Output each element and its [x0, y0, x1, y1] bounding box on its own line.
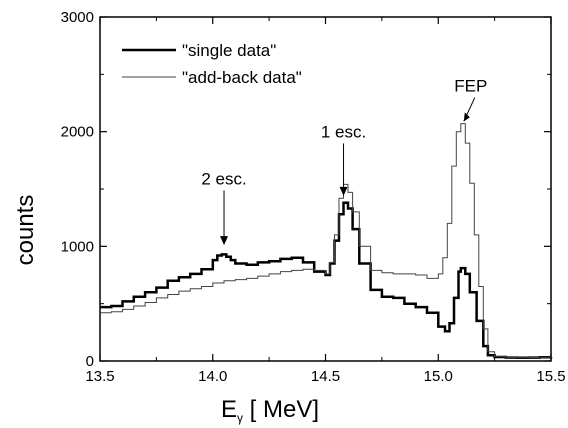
- x-tick-label: 14.0: [198, 368, 227, 385]
- legend-label-single: "single data": [182, 41, 276, 60]
- x-tick-label: 15.5: [536, 368, 565, 385]
- x-tick-label: 13.5: [85, 368, 114, 385]
- annotation-2-esc-label: 2 esc.: [201, 169, 246, 188]
- y-tick-label: 1000: [61, 238, 94, 255]
- y-tick-label: 3000: [61, 9, 94, 26]
- annotation-1-esc-label: 1 esc.: [321, 122, 366, 141]
- annotation-1-esc-arrow-head: [339, 186, 348, 196]
- annotation-2-esc-arrow-head: [220, 236, 229, 246]
- series-add-back-data: [100, 123, 552, 359]
- x-axis-title: Eγ [ MeV]: [221, 396, 319, 425]
- axis-titles: counts Eγ [ MeV]: [12, 195, 319, 425]
- x-tick-label: 15.0: [424, 368, 453, 385]
- legend-label-addback: "add-back data": [182, 68, 302, 87]
- x-tick-label: 14.5: [311, 368, 340, 385]
- y-axis-title: counts: [12, 195, 39, 266]
- plot-area: 13.5 14.0 14.5 15.0 15.5 0 1000 2000 3000: [61, 9, 566, 385]
- x-axis-title-sub: γ: [237, 411, 243, 425]
- x-axis-title-main: E: [221, 396, 237, 423]
- legend: "single data" "add-back data": [122, 41, 302, 87]
- x-axis-title-unit: [ MeV]: [243, 396, 319, 423]
- annotation-fep-label: FEP: [454, 77, 487, 96]
- annotation-layer: 2 esc. 1 esc. FEP: [201, 77, 487, 246]
- series-layer: [100, 123, 553, 360]
- series-single-data: [100, 201, 553, 360]
- annotation-fep-arrow-head: [463, 112, 470, 122]
- y-tick-label: 0: [86, 353, 94, 370]
- y-tick-label: 2000: [61, 124, 94, 141]
